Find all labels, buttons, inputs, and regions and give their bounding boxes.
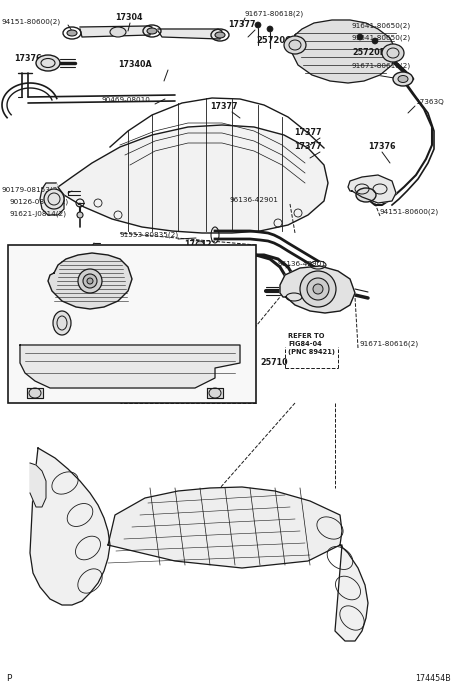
Text: 17610C: 17610C (76, 294, 109, 303)
Ellipse shape (78, 269, 102, 293)
Text: 17376: 17376 (368, 142, 395, 151)
Polygon shape (40, 183, 64, 215)
Ellipse shape (267, 26, 273, 32)
Text: 17377: 17377 (294, 142, 321, 151)
Text: 91641-80650(2): 91641-80650(2) (352, 22, 411, 29)
Polygon shape (30, 463, 46, 507)
Text: 91671-80616(2): 91671-80616(2) (360, 340, 419, 347)
Text: 96136-42901: 96136-42901 (278, 261, 327, 267)
Ellipse shape (393, 72, 413, 86)
Ellipse shape (87, 278, 93, 284)
Text: 17377: 17377 (228, 20, 255, 29)
Ellipse shape (382, 44, 404, 62)
Polygon shape (30, 448, 110, 605)
Text: 94151-80600(2): 94151-80600(2) (2, 19, 61, 25)
Text: (PNC 89421): (PNC 89421) (288, 349, 335, 355)
Text: 17618A: 17618A (22, 312, 56, 321)
Text: 17342: 17342 (184, 240, 211, 249)
Polygon shape (207, 388, 223, 398)
Polygon shape (292, 20, 396, 83)
Ellipse shape (357, 34, 363, 40)
Text: 25720C: 25720C (256, 36, 291, 45)
Polygon shape (56, 125, 328, 233)
Text: 17304: 17304 (115, 13, 143, 22)
Ellipse shape (215, 32, 225, 38)
Ellipse shape (67, 30, 77, 36)
Text: 25720D: 25720D (352, 48, 386, 57)
Text: P: P (6, 674, 11, 683)
Text: 25740: 25740 (206, 338, 234, 347)
Polygon shape (280, 266, 355, 313)
Text: 96136-42901: 96136-42901 (230, 197, 279, 203)
Polygon shape (80, 26, 152, 37)
Polygon shape (348, 175, 396, 203)
Ellipse shape (196, 241, 204, 249)
Text: REFER TO: REFER TO (288, 333, 325, 339)
Text: 17376: 17376 (14, 54, 42, 63)
Ellipse shape (356, 188, 376, 202)
Text: 17314C: 17314C (60, 366, 93, 375)
Text: 90469-08010: 90469-08010 (102, 97, 151, 103)
Ellipse shape (300, 271, 336, 307)
Ellipse shape (147, 28, 157, 34)
Text: 90179-08153(2): 90179-08153(2) (2, 186, 61, 193)
Ellipse shape (36, 55, 60, 71)
Ellipse shape (77, 212, 83, 218)
Text: 17341: 17341 (182, 278, 210, 287)
Ellipse shape (188, 279, 204, 307)
Ellipse shape (307, 278, 329, 300)
Polygon shape (335, 545, 368, 641)
Text: 91641-80650(2): 91641-80650(2) (352, 35, 411, 41)
Text: 17377: 17377 (294, 128, 321, 137)
Text: 17340A: 17340A (118, 60, 152, 69)
Text: 90126-08002(2): 90126-08002(2) (10, 198, 69, 205)
Ellipse shape (110, 27, 126, 37)
Text: 94151-80600(2): 94151-80600(2) (380, 209, 439, 215)
Text: 91553-80835(2): 91553-80835(2) (120, 231, 179, 238)
Ellipse shape (313, 284, 323, 294)
Polygon shape (158, 29, 222, 39)
Text: 17600C: 17600C (126, 328, 159, 337)
Text: 91621-J0814(2): 91621-J0814(2) (10, 211, 67, 217)
Bar (8, 245, 256, 403)
Text: 17363Q: 17363Q (415, 99, 444, 105)
Text: 91671-80618(2): 91671-80618(2) (352, 62, 411, 69)
Text: 174454B: 174454B (415, 674, 451, 683)
Polygon shape (20, 345, 240, 388)
Ellipse shape (372, 38, 378, 44)
Text: FIG84-04: FIG84-04 (288, 341, 322, 347)
Ellipse shape (192, 285, 200, 301)
Ellipse shape (398, 76, 408, 82)
Text: 25710: 25710 (260, 358, 288, 367)
Ellipse shape (44, 189, 64, 209)
Text: 17377: 17377 (210, 102, 237, 111)
Polygon shape (48, 253, 132, 309)
Text: 91671-80618(2): 91671-80618(2) (245, 10, 304, 17)
Ellipse shape (83, 274, 97, 288)
Text: 82711-1E320: 82711-1E320 (22, 277, 71, 283)
Polygon shape (27, 388, 43, 398)
Ellipse shape (284, 36, 306, 54)
Polygon shape (108, 487, 342, 568)
Ellipse shape (53, 311, 71, 335)
Ellipse shape (255, 22, 261, 28)
